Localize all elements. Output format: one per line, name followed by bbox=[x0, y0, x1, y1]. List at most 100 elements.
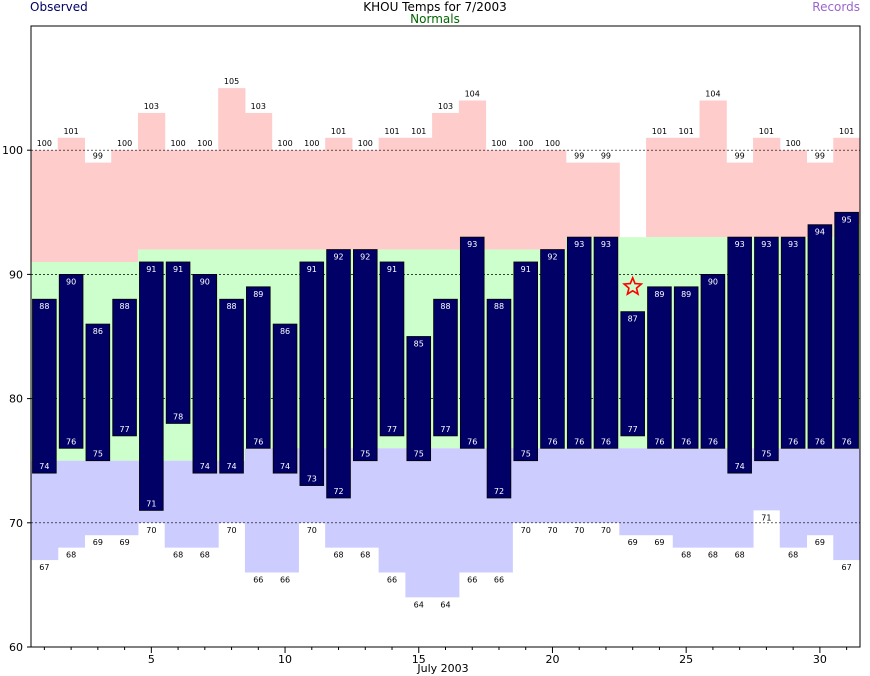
record-low-label: 68 bbox=[708, 551, 718, 560]
observed-high-label: 93 bbox=[601, 240, 611, 249]
observed-bar bbox=[58, 273, 84, 449]
record-low-label: 70 bbox=[574, 526, 584, 535]
observed-high-label: 90 bbox=[708, 277, 718, 286]
record-low-label: 66 bbox=[494, 575, 504, 584]
observed-low-label: 75 bbox=[414, 450, 424, 459]
record-low-label: 64 bbox=[440, 600, 450, 609]
record-high-label: 103 bbox=[251, 102, 266, 111]
x-tick-label: 25 bbox=[679, 653, 693, 666]
record-high-label: 99 bbox=[815, 152, 825, 161]
observed-low-label: 76 bbox=[601, 437, 611, 446]
observed-bar bbox=[566, 236, 592, 449]
record-low-label: 69 bbox=[93, 538, 103, 547]
observed-bar bbox=[834, 211, 859, 449]
record-high-band bbox=[351, 150, 380, 250]
record-high-label: 100 bbox=[491, 139, 506, 148]
observed-bars bbox=[32, 211, 859, 511]
record-low-label: 70 bbox=[146, 526, 156, 535]
record-high-label: 101 bbox=[759, 127, 774, 136]
record-low-label: 68 bbox=[333, 551, 343, 560]
record-low-label: 70 bbox=[547, 526, 557, 535]
record-low-band bbox=[378, 448, 406, 573]
record-high-label: 99 bbox=[735, 152, 745, 161]
record-high-label: 100 bbox=[37, 139, 52, 148]
observed-bar bbox=[272, 323, 298, 474]
observed-low-label: 76 bbox=[788, 437, 798, 446]
record-high-band bbox=[539, 150, 567, 250]
observed-bar bbox=[112, 298, 137, 437]
y-tick-label: 90 bbox=[9, 268, 23, 281]
record-high-band bbox=[646, 137, 674, 238]
missing-marker bbox=[622, 275, 644, 296]
record-low-band bbox=[646, 448, 674, 536]
observed-high-label: 91 bbox=[146, 265, 156, 274]
record-high-band bbox=[378, 137, 406, 250]
record-low-label: 69 bbox=[654, 538, 664, 547]
observed-low-label: 76 bbox=[815, 437, 825, 446]
observed-bar bbox=[139, 261, 164, 511]
observed-low-label: 77 bbox=[120, 425, 130, 434]
x-tick-label: 20 bbox=[545, 653, 559, 666]
record-low-band bbox=[164, 460, 192, 548]
record-high-band bbox=[244, 112, 273, 250]
x-tick-label: 15 bbox=[412, 653, 426, 666]
record-high-band bbox=[57, 137, 85, 262]
observed-bar bbox=[593, 236, 619, 449]
observed-high-label: 88 bbox=[440, 302, 450, 311]
record-low-band bbox=[458, 448, 487, 573]
observed-bar bbox=[780, 236, 806, 449]
record-high-band bbox=[672, 137, 701, 238]
y-tick-label: 70 bbox=[9, 517, 23, 530]
record-high-band bbox=[31, 150, 59, 262]
observed-high-label: 91 bbox=[173, 265, 183, 274]
record-low-band bbox=[351, 448, 380, 548]
record-high-label: 100 bbox=[304, 139, 319, 148]
record-low-label: 71 bbox=[761, 513, 771, 522]
record-low-band bbox=[779, 448, 808, 548]
record-low-label: 68 bbox=[173, 551, 183, 560]
legend-normals: Normals bbox=[410, 12, 460, 26]
observed-high-label: 93 bbox=[574, 240, 584, 249]
observed-high-label: 89 bbox=[654, 290, 664, 299]
record-high-band bbox=[405, 137, 433, 250]
record-low-band bbox=[57, 460, 85, 548]
observed-low-label: 74 bbox=[39, 462, 49, 471]
observed-low-label: 77 bbox=[387, 425, 397, 434]
observed-bar bbox=[165, 261, 191, 424]
observed-high-label: 86 bbox=[93, 327, 103, 336]
record-high-label: 101 bbox=[63, 127, 78, 136]
record-high-label: 101 bbox=[331, 127, 346, 136]
record-low-band bbox=[672, 448, 701, 548]
record-high-label: 103 bbox=[144, 102, 159, 111]
y-tick-label: 80 bbox=[9, 393, 23, 406]
record-low-band bbox=[619, 448, 647, 536]
observed-low-label: 74 bbox=[200, 462, 210, 471]
record-high-label: 101 bbox=[652, 127, 667, 136]
observed-low-label: 75 bbox=[521, 450, 531, 459]
observed-high-label: 92 bbox=[360, 253, 370, 262]
observed-high-label: 88 bbox=[120, 302, 130, 311]
observed-bar bbox=[459, 236, 485, 449]
observed-bar bbox=[32, 298, 57, 474]
record-low-band bbox=[699, 448, 727, 548]
observed-high-label: 90 bbox=[66, 277, 76, 286]
observed-low-label: 76 bbox=[66, 437, 76, 446]
record-high-label: 100 bbox=[518, 139, 533, 148]
record-high-label: 100 bbox=[197, 139, 212, 148]
record-low-label: 67 bbox=[39, 563, 49, 572]
observed-low-label: 78 bbox=[173, 412, 183, 421]
axis-ticks: 60 70 80 90 100 5 10 15 20 25 30 bbox=[2, 144, 848, 666]
legend-observed: Observed bbox=[30, 0, 88, 14]
record-low-label: 64 bbox=[414, 600, 424, 609]
record-low-band bbox=[191, 460, 219, 548]
observed-high-label: 95 bbox=[842, 215, 852, 224]
observed-low-label: 72 bbox=[333, 487, 343, 496]
observed-low-label: 75 bbox=[360, 450, 370, 459]
record-high-band bbox=[271, 150, 299, 250]
record-high-band bbox=[191, 150, 219, 250]
record-high-label: 100 bbox=[358, 139, 373, 148]
record-low-label: 66 bbox=[467, 575, 477, 584]
record-high-band bbox=[833, 137, 861, 225]
record-low-label: 68 bbox=[200, 551, 210, 560]
observed-high-label: 91 bbox=[387, 265, 397, 274]
